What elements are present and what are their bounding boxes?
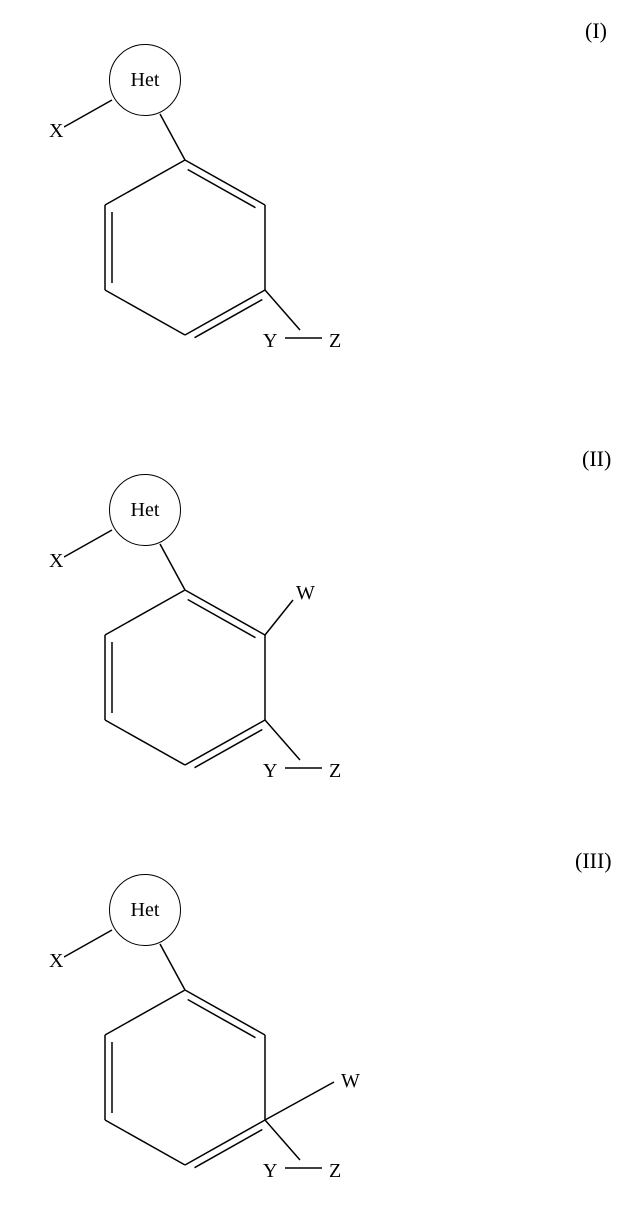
het-label-I: Het	[131, 69, 160, 92]
bonds-I	[40, 40, 400, 370]
atom-X-II: X	[48, 550, 64, 573]
structure-label-III: (III)	[575, 848, 612, 874]
structure-II: Het X W Y Z	[40, 470, 400, 800]
atom-Z-III: Z	[328, 1160, 342, 1183]
atom-Z-II: Z	[328, 760, 342, 783]
structure-label-II: (II)	[582, 446, 611, 472]
structure-I: Het X Y Z	[40, 40, 400, 370]
het-group-I: Het	[109, 44, 181, 116]
atom-X-I: X	[48, 120, 64, 143]
atom-Y-III: Y	[262, 1160, 278, 1183]
het-group-II: Het	[109, 474, 181, 546]
het-group-III: Het	[109, 874, 181, 946]
atom-Y-I: Y	[262, 330, 278, 353]
structure-III: Het X W Y Z	[40, 870, 400, 1200]
bonds-II	[40, 470, 400, 800]
atom-X-III: X	[48, 950, 64, 973]
atom-Z-I: Z	[328, 330, 342, 353]
atom-W-II: W	[295, 582, 316, 605]
het-label-II: Het	[131, 499, 160, 522]
atom-W-III: W	[340, 1070, 361, 1093]
bonds-III	[40, 870, 400, 1200]
structure-label-I: (I)	[585, 18, 607, 44]
het-label-III: Het	[131, 899, 160, 922]
atom-Y-II: Y	[262, 760, 278, 783]
